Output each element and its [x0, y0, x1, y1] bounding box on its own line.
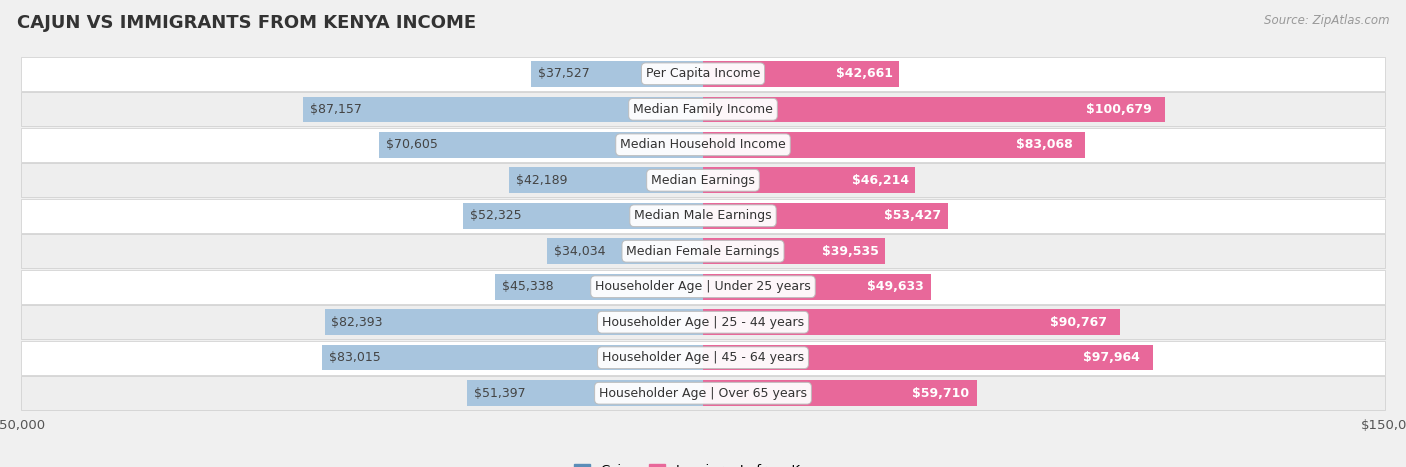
Text: $90,767: $90,767: [1050, 316, 1108, 329]
Text: Median Household Income: Median Household Income: [620, 138, 786, 151]
Text: Source: ZipAtlas.com: Source: ZipAtlas.com: [1264, 14, 1389, 27]
Bar: [378, 132, 703, 157]
Text: Median Earnings: Median Earnings: [651, 174, 755, 187]
Text: Householder Age | Under 25 years: Householder Age | Under 25 years: [595, 280, 811, 293]
Bar: [21, 163, 1385, 197]
Text: $53,427: $53,427: [884, 209, 941, 222]
Bar: [322, 345, 703, 370]
Bar: [703, 239, 884, 264]
Bar: [703, 132, 1084, 157]
Text: CAJUN VS IMMIGRANTS FROM KENYA INCOME: CAJUN VS IMMIGRANTS FROM KENYA INCOME: [17, 14, 477, 32]
Bar: [703, 345, 1153, 370]
Bar: [302, 97, 703, 122]
Bar: [703, 381, 977, 406]
Bar: [21, 199, 1385, 233]
Text: $87,157: $87,157: [309, 103, 361, 116]
Bar: [530, 61, 703, 86]
Text: $49,633: $49,633: [868, 280, 924, 293]
Bar: [21, 305, 1385, 339]
Bar: [703, 203, 949, 228]
Bar: [21, 234, 1385, 268]
Bar: [703, 97, 1166, 122]
Bar: [467, 381, 703, 406]
Bar: [21, 128, 1385, 162]
Text: $45,338: $45,338: [502, 280, 554, 293]
Text: Householder Age | Over 65 years: Householder Age | Over 65 years: [599, 387, 807, 400]
Text: Per Capita Income: Per Capita Income: [645, 67, 761, 80]
Text: $83,015: $83,015: [329, 351, 381, 364]
Text: $42,661: $42,661: [837, 67, 893, 80]
Bar: [21, 270, 1385, 304]
Bar: [509, 168, 703, 193]
Text: $52,325: $52,325: [470, 209, 522, 222]
Bar: [703, 168, 915, 193]
Text: $82,393: $82,393: [332, 316, 382, 329]
Text: $59,710: $59,710: [912, 387, 969, 400]
Bar: [547, 239, 703, 264]
Text: $46,214: $46,214: [852, 174, 908, 187]
Text: Householder Age | 25 - 44 years: Householder Age | 25 - 44 years: [602, 316, 804, 329]
Bar: [703, 61, 898, 86]
Text: $34,034: $34,034: [554, 245, 605, 258]
Bar: [21, 341, 1385, 375]
Text: $51,397: $51,397: [474, 387, 526, 400]
Text: $83,068: $83,068: [1017, 138, 1073, 151]
Text: $39,535: $39,535: [823, 245, 879, 258]
Bar: [21, 376, 1385, 410]
Text: $70,605: $70,605: [385, 138, 437, 151]
Legend: Cajun, Immigrants from Kenya: Cajun, Immigrants from Kenya: [569, 459, 837, 467]
Bar: [703, 274, 931, 299]
Text: $97,964: $97,964: [1083, 351, 1139, 364]
Text: $37,527: $37,527: [537, 67, 589, 80]
Bar: [463, 203, 703, 228]
Text: Householder Age | 45 - 64 years: Householder Age | 45 - 64 years: [602, 351, 804, 364]
Text: $100,679: $100,679: [1085, 103, 1152, 116]
Bar: [21, 57, 1385, 91]
Text: Median Female Earnings: Median Female Earnings: [627, 245, 779, 258]
Bar: [325, 310, 703, 335]
Text: Median Male Earnings: Median Male Earnings: [634, 209, 772, 222]
Bar: [703, 310, 1121, 335]
Bar: [495, 274, 703, 299]
Text: Median Family Income: Median Family Income: [633, 103, 773, 116]
Text: $42,189: $42,189: [516, 174, 568, 187]
Bar: [21, 92, 1385, 126]
